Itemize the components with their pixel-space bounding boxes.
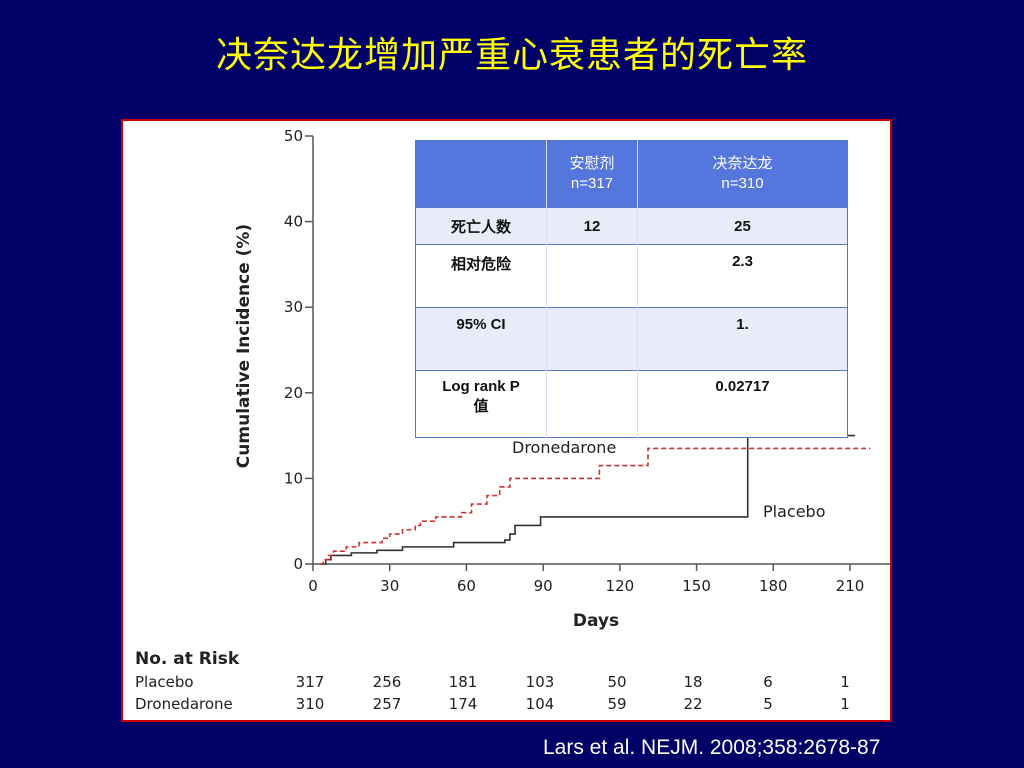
risk-table-title: No. at Risk <box>135 649 240 669</box>
y-tick-label: 40 <box>284 213 303 231</box>
risk-row-name: Dronedarone <box>135 695 233 713</box>
risk-value: 5 <box>763 695 773 713</box>
risk-value: 317 <box>296 673 325 691</box>
row-dronedarone: 25 <box>637 207 848 245</box>
x-axis-label: Days <box>573 611 619 631</box>
risk-row-name: Placebo <box>135 673 194 691</box>
x-tick-label: 0 <box>308 577 318 595</box>
row-label: 相对危险 <box>415 244 547 308</box>
risk-value: 256 <box>373 673 402 691</box>
x-tick-label: 150 <box>682 577 711 595</box>
table-row: 95% CI 1. <box>415 307 848 371</box>
risk-value: 103 <box>526 673 555 691</box>
x-tick-label: 60 <box>457 577 476 595</box>
risk-value: 22 <box>683 695 702 713</box>
x-tick-label: 30 <box>380 577 399 595</box>
y-tick-label: 20 <box>284 384 303 402</box>
header-dronedarone: 决奈达龙 n=310 <box>637 140 848 208</box>
placebo-annotation: Placebo <box>763 502 825 521</box>
risk-value: 1 <box>840 673 850 691</box>
x-tick-label: 120 <box>606 577 635 595</box>
y-tick-label: 0 <box>293 555 303 573</box>
slide-title: 决奈达龙增加严重心衰患者的死亡率 <box>215 35 808 76</box>
axes: 0 10 20 30 40 50 0 30 60 90 120 150 180 210 <box>284 127 890 595</box>
risk-value: 6 <box>763 673 773 691</box>
header-placebo: 安慰剂 n=317 <box>546 140 638 208</box>
risk-value: 181 <box>449 673 478 691</box>
series-layer <box>320 434 871 565</box>
risk-value: 257 <box>373 695 402 713</box>
row-placebo: 12 <box>546 207 638 245</box>
row-placebo <box>546 307 638 371</box>
row-placebo <box>546 370 638 438</box>
x-tick-label: 210 <box>836 577 865 595</box>
risk-value: 310 <box>296 695 325 713</box>
header-blank <box>415 140 547 208</box>
y-axis-label: Cumulative Incidence (%) <box>234 224 254 468</box>
row-placebo <box>546 244 638 308</box>
row-label: 95% CI <box>415 307 547 371</box>
y-tick-label: 30 <box>284 298 303 316</box>
row-label: 死亡人数 <box>415 207 547 245</box>
risk-value: 50 <box>607 673 626 691</box>
y-tick-label: 50 <box>284 127 303 145</box>
risk-table: No. at Risk Placebo 317 256 181 103 50 18 6 1 Dron… <box>135 649 850 713</box>
dronedarone-annotation: Dronedarone <box>512 438 616 457</box>
x-tick-label: 90 <box>534 577 553 595</box>
y-tick-label: 10 <box>284 469 303 487</box>
statistics-table: 安慰剂 n=317 决奈达龙 n=310 死亡人数 12 25 相对危险 2.3… <box>415 140 848 438</box>
risk-value: 1 <box>840 695 850 713</box>
risk-value: 18 <box>683 673 702 691</box>
series-line-dronedarone <box>320 447 871 565</box>
x-tick-label: 180 <box>759 577 788 595</box>
risk-value: 104 <box>526 695 555 713</box>
risk-value: 59 <box>607 695 626 713</box>
row-dronedarone: 0.02717 <box>637 370 848 438</box>
table-row: 相对危险 2.3 <box>415 244 848 308</box>
row-dronedarone: 1. <box>637 307 848 371</box>
citation: Lars et al. NEJM. 2008;358:2678-87 <box>543 736 881 759</box>
chart-panel: 0 10 20 30 40 50 0 30 60 90 120 150 180 210 Cumulativ… <box>121 119 892 722</box>
risk-value: 174 <box>449 695 478 713</box>
table-header-row: 安慰剂 n=317 决奈达龙 n=310 <box>415 140 848 208</box>
row-dronedarone: 2.3 <box>637 244 848 308</box>
table-row: Log rank P 值 0.02717 <box>415 370 848 438</box>
row-label: Log rank P 值 <box>415 370 547 438</box>
table-row: 死亡人数 12 25 <box>415 207 848 245</box>
